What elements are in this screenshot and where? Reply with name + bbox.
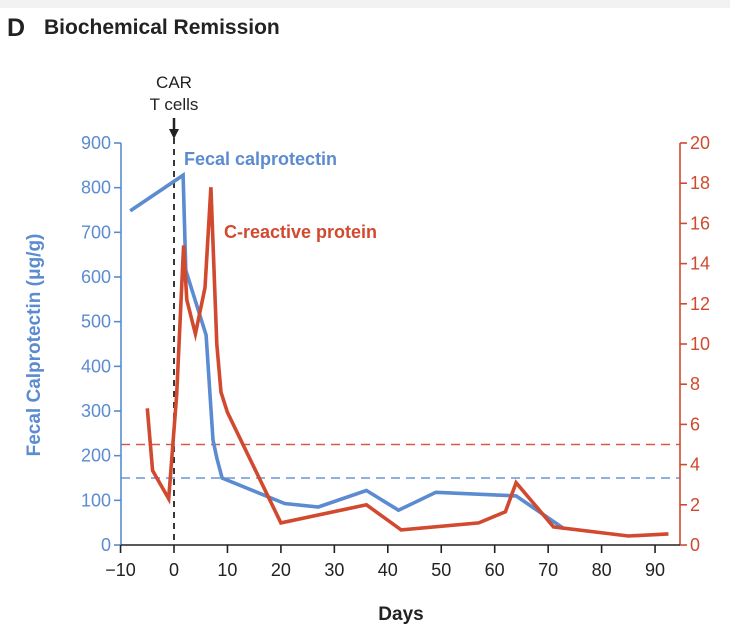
panel-letter: D [7, 14, 26, 42]
y-left-tick-label: 0 [101, 535, 111, 555]
y-right-tick-label: 0 [690, 535, 700, 555]
x-tick-label: 40 [378, 560, 398, 580]
y-left-tick-label: 300 [81, 401, 111, 421]
y-left-tick-label: 600 [81, 267, 111, 287]
x-tick-label: 50 [431, 560, 451, 580]
series-line-c-reactive-protein [145, 187, 669, 538]
x-tick-label: 70 [538, 560, 558, 580]
y-right-tick-label: 12 [690, 294, 710, 314]
x-axis-title: Days [378, 604, 423, 625]
x-tick-label: 20 [271, 560, 291, 580]
y-right-tick-label: 6 [690, 414, 700, 434]
y-left-tick-label: 100 [81, 490, 111, 510]
series-lines [129, 171, 669, 538]
x-tick-label: 30 [324, 560, 344, 580]
y-right-tick-label: 20 [690, 133, 710, 153]
y-right-tick-label: 4 [690, 455, 700, 475]
series-line-fecal-calprotectin [129, 171, 566, 531]
top-bar [0, 0, 730, 8]
y-left-tick-label: 400 [81, 356, 111, 376]
x-tick-label: 80 [592, 560, 612, 580]
y-axis-title-left: Fecal Calprotectin (μg/g) [24, 234, 45, 457]
panel-title: Biochemical Remission [44, 16, 280, 39]
x-tick-label: −10 [105, 560, 136, 580]
x-tick-label: 10 [217, 560, 237, 580]
car-annotation-line2: T cells [150, 95, 199, 114]
car-t-arrow-head-icon [169, 129, 179, 139]
reference-lines [121, 443, 680, 479]
x-tick-label: 60 [485, 560, 505, 580]
labels: CAR T cells Fecal calprotectin C-reactiv… [24, 73, 424, 625]
y-left-tick-label: 200 [81, 446, 111, 466]
ticks: 0100200300400500600700800900024681012141… [81, 133, 710, 580]
series-label-c-reactive-protein: C-reactive protein [224, 222, 377, 242]
y-left-tick-label: 700 [81, 222, 111, 242]
y-left-tick-label: 900 [81, 133, 111, 153]
y-right-tick-label: 2 [690, 495, 700, 515]
y-right-tick-label: 8 [690, 374, 700, 394]
car-annotation-line1: CAR [156, 73, 192, 92]
x-tick-label: 90 [645, 560, 665, 580]
x-tick-label: 0 [169, 560, 179, 580]
y-right-tick-label: 18 [690, 173, 710, 193]
y-left-tick-label: 500 [81, 312, 111, 332]
y-right-tick-label: 16 [690, 213, 710, 233]
y-right-tick-label: 14 [690, 254, 710, 274]
y-right-tick-label: 10 [690, 334, 710, 354]
y-left-tick-label: 800 [81, 178, 111, 198]
series-label-fecal-calprotectin: Fecal calprotectin [184, 149, 337, 169]
